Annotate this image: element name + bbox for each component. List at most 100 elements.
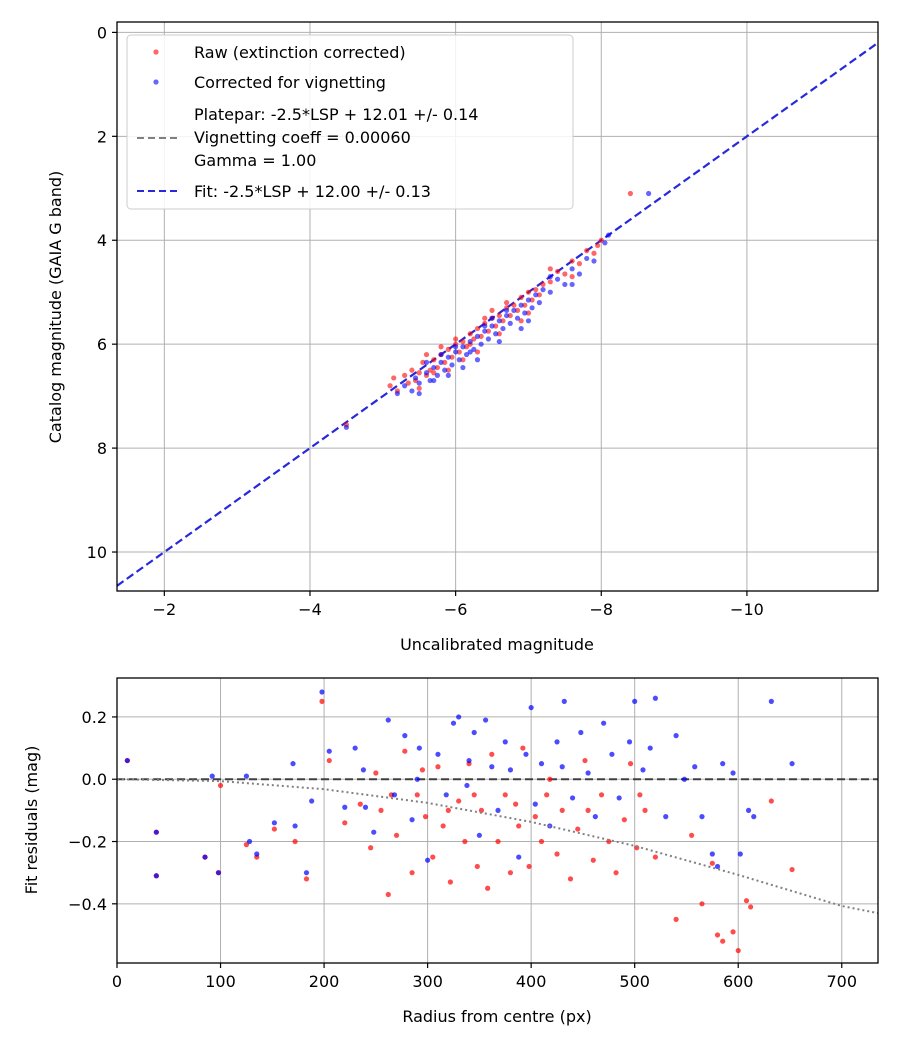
corrected-point (243, 773, 250, 779)
raw-point (613, 870, 619, 876)
y-tick-label: −0.4 (68, 895, 107, 914)
raw-point (409, 367, 415, 373)
corrected-point (360, 767, 367, 773)
raw-point (467, 331, 473, 337)
raw-point (409, 870, 415, 876)
corrected-point (745, 807, 752, 813)
x-tick-label: −10 (730, 600, 764, 619)
raw-point (445, 346, 451, 352)
corrected-point (394, 390, 400, 397)
corrected-point (271, 820, 277, 826)
bottom-plot-frame (116, 677, 879, 964)
y-tick-label: 6 (97, 335, 107, 354)
raw-point (462, 838, 468, 845)
corrected-point (554, 276, 561, 282)
raw-point (456, 798, 462, 804)
x-tick-label: 300 (412, 972, 443, 991)
raw-point (584, 248, 590, 254)
top-y-axis-label: Catalog magnitude (GAIA G band) (46, 171, 65, 443)
raw-point (435, 764, 441, 770)
corrected-point (438, 351, 444, 358)
corrected-point (601, 720, 607, 726)
raw-point (440, 823, 446, 829)
corrected-point (663, 814, 669, 820)
raw-point (495, 838, 501, 845)
corrected-point (482, 328, 488, 334)
legend-label-vignetting-coeff: Vignetting coeff = 0.00060 (194, 128, 411, 147)
raw-point (538, 838, 545, 845)
corrected-point (578, 729, 584, 736)
corrected-point (485, 336, 491, 342)
raw-point (627, 761, 634, 767)
corrected-point (768, 698, 774, 704)
corrected-point (449, 362, 455, 368)
corrected-point (489, 764, 495, 770)
raw-point (402, 372, 408, 378)
raw-point (513, 801, 519, 807)
corrected-point (319, 689, 325, 695)
raw-point (689, 832, 695, 838)
raw-point (529, 297, 535, 303)
raw-point (478, 333, 484, 339)
legend-label-platepar: Platepar: -2.5*LSP + 12.01 +/- 0.14 (194, 105, 478, 124)
raw-point (642, 807, 648, 813)
legend-marker-corrected (153, 79, 159, 85)
corrected-point (478, 341, 484, 347)
raw-point (514, 307, 521, 313)
top-chart-magnitude-fit: −2 −4 −6 −8 −10 0 2 4 6 8 10 Uncalibrated magnitud… (46, 21, 879, 654)
corrected-point (652, 695, 658, 701)
raw-point (598, 237, 604, 243)
corrected-point (443, 792, 449, 798)
corrected-point (471, 729, 477, 736)
raw-point (378, 807, 384, 813)
bottom-chart-residuals: 0 100 200 300 400 500 600 700 0.2 0.0 −0.2 −0.4 Rad… (22, 677, 879, 1026)
corrected-point (438, 359, 444, 365)
raw-point (420, 359, 426, 365)
corrected-point (502, 739, 508, 745)
raw-point (595, 242, 601, 249)
legend-box (126, 34, 574, 210)
raw-point (414, 792, 420, 798)
raw-point (463, 344, 470, 350)
corrected-point (124, 757, 130, 764)
bottom-ticks: 0 100 200 300 400 500 600 700 0.2 0.0 −0.2 −0.4 (68, 708, 857, 991)
corrected-point (467, 349, 473, 355)
raw-point (502, 792, 508, 798)
top-x-axis-label: Uncalibrated magnitude (400, 635, 594, 654)
corrected-point (209, 773, 215, 779)
raw-point (387, 383, 393, 389)
raw-point (485, 885, 491, 891)
raw-point (471, 336, 477, 342)
raw-point (303, 876, 310, 882)
raw-point (569, 258, 575, 264)
corrected-point (442, 367, 448, 373)
x-tick-label: 500 (619, 972, 650, 991)
raw-point (507, 312, 513, 319)
y-tick-label: 0.2 (82, 708, 107, 727)
x-tick-label: 0 (112, 972, 122, 991)
corrected-point (647, 745, 653, 751)
x-tick-label: −8 (589, 600, 613, 619)
corrected-point (416, 380, 422, 386)
corrected-point (412, 375, 419, 381)
raw-point (434, 364, 441, 371)
raw-point (591, 250, 597, 256)
raw-point (373, 770, 379, 776)
corrected-point (431, 364, 437, 371)
corrected-point (423, 370, 430, 376)
corrected-point (474, 333, 481, 339)
raw-point (576, 261, 583, 267)
corrected-point (471, 346, 477, 352)
raw-point (768, 798, 774, 804)
corrected-point (153, 873, 159, 879)
corrected-point (460, 364, 466, 371)
corrected-point (562, 281, 568, 288)
corrected-point (547, 274, 553, 280)
raw-point (442, 359, 448, 365)
raw-point (368, 845, 374, 851)
bottom-series-layer (117, 689, 878, 954)
corrected-point (500, 325, 506, 332)
raw-point (493, 323, 499, 329)
corrected-point (466, 757, 472, 764)
legend-label-fit: Fit: -2.5*LSP + 12.00 +/- 0.13 (194, 182, 431, 201)
